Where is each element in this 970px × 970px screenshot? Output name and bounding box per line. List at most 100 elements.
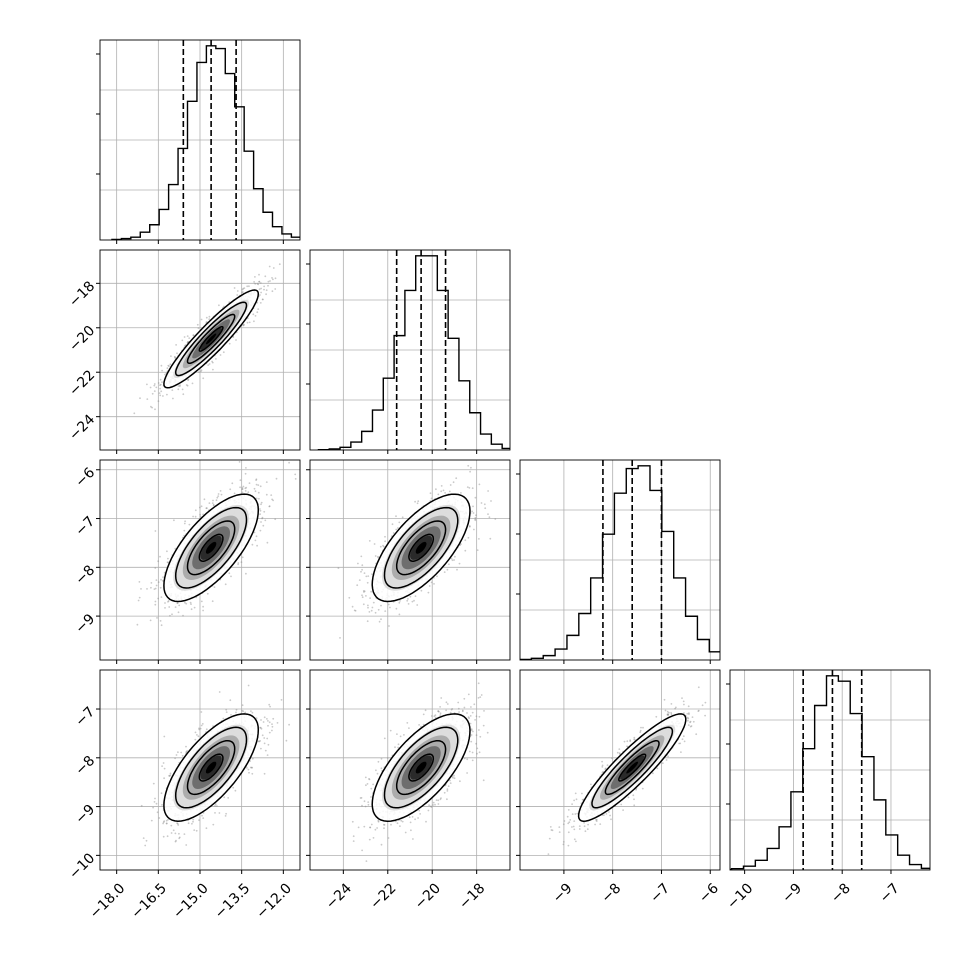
sample-point xyxy=(264,275,267,278)
sample-point xyxy=(480,502,483,504)
sample-point xyxy=(353,609,356,612)
sample-point xyxy=(294,478,297,480)
sample-point xyxy=(472,505,474,508)
sample-point xyxy=(258,497,260,500)
sample-point xyxy=(401,516,404,519)
sample-point xyxy=(217,493,220,495)
sample-point xyxy=(205,827,208,830)
sample-point xyxy=(460,492,462,494)
y-tick-label: −22 xyxy=(66,367,98,399)
sample-point xyxy=(249,766,252,769)
sample-point xyxy=(197,327,200,329)
sample-point xyxy=(174,547,177,550)
contour-level-1 xyxy=(383,506,459,589)
sample-point xyxy=(258,740,261,743)
sample-point xyxy=(194,731,197,734)
sample-point xyxy=(239,486,242,489)
sample-point xyxy=(267,743,270,746)
sample-point xyxy=(397,527,399,529)
sample-point xyxy=(243,287,246,289)
sample-point xyxy=(262,524,265,527)
sample-point xyxy=(163,820,166,823)
sample-point xyxy=(260,291,262,294)
sample-point xyxy=(235,339,237,341)
sample-point xyxy=(437,493,440,496)
sample-point xyxy=(185,844,188,846)
sample-point xyxy=(188,337,191,339)
sample-point xyxy=(165,819,168,822)
sample-point xyxy=(193,606,196,609)
sample-point xyxy=(271,277,273,279)
sample-point xyxy=(187,822,190,825)
sample-point xyxy=(144,844,147,847)
sample-point xyxy=(258,280,261,283)
sample-point xyxy=(202,609,205,612)
sample-point xyxy=(240,561,243,563)
sample-point xyxy=(164,373,166,376)
panel-frame xyxy=(309,459,511,661)
sample-point xyxy=(212,504,215,506)
sample-point xyxy=(166,835,169,838)
sample-point xyxy=(233,287,236,289)
y-tick-label: −18 xyxy=(66,278,98,310)
sample-point xyxy=(348,596,351,599)
sample-point xyxy=(206,592,209,595)
sample-point xyxy=(212,504,215,507)
sample-point xyxy=(258,280,261,283)
sample-point xyxy=(245,572,247,575)
sample-point xyxy=(156,811,159,814)
sample-point xyxy=(154,567,157,569)
sample-point xyxy=(248,321,251,324)
histogram-panel-1 xyxy=(306,249,511,454)
sample-point xyxy=(184,601,186,604)
sample-point xyxy=(243,323,245,326)
contour-level-3 xyxy=(198,325,224,352)
sample-point xyxy=(154,408,156,411)
sample-point xyxy=(373,543,376,545)
sample-point xyxy=(175,344,178,346)
sample-point xyxy=(368,611,371,613)
sample-point xyxy=(181,339,184,342)
sample-point xyxy=(228,572,231,575)
sample-point xyxy=(271,498,273,501)
sample-point xyxy=(170,824,173,827)
sample-point xyxy=(468,525,471,527)
sample-point xyxy=(159,555,161,558)
sample-point xyxy=(260,727,263,730)
panel-frame xyxy=(309,249,511,451)
sample-point xyxy=(263,510,266,513)
sample-point xyxy=(258,288,261,291)
sample-point xyxy=(176,822,179,825)
sample-point xyxy=(223,796,226,799)
sample-point xyxy=(433,583,435,585)
sample-point xyxy=(472,512,475,514)
sample-point xyxy=(246,285,249,288)
sample-point xyxy=(205,316,208,319)
sample-point xyxy=(174,832,177,835)
sample-point xyxy=(211,600,214,603)
sample-point xyxy=(382,544,384,547)
sample-point xyxy=(262,298,264,301)
sample-point xyxy=(261,516,264,519)
sample-point xyxy=(383,545,385,548)
sample-point xyxy=(159,378,162,381)
sample-point xyxy=(186,384,189,387)
sample-point xyxy=(443,571,446,573)
sample-point xyxy=(256,282,259,285)
contour-level-3 xyxy=(198,533,224,562)
sample-point xyxy=(377,608,380,611)
sample-point xyxy=(251,757,254,760)
sample-point xyxy=(191,822,193,825)
sample-point xyxy=(259,529,262,532)
sample-point xyxy=(174,606,177,608)
sample-point xyxy=(184,520,187,523)
sample-point xyxy=(247,684,250,687)
sample-point xyxy=(166,561,169,564)
panel-content xyxy=(100,670,300,870)
sample-point xyxy=(138,596,141,599)
sample-point xyxy=(452,481,455,484)
sample-point xyxy=(173,356,176,358)
sample-point xyxy=(166,550,168,553)
sample-point xyxy=(261,298,264,301)
histogram-panel-2 xyxy=(516,459,721,664)
